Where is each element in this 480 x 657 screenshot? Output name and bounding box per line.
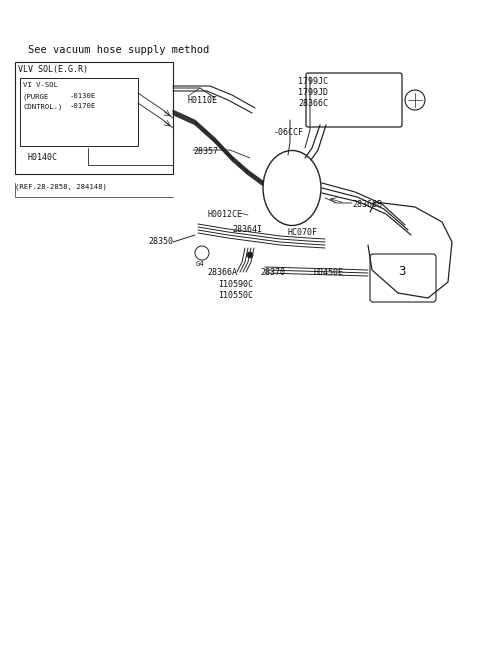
Text: 28366C: 28366C — [298, 99, 328, 108]
Bar — [20, 78, 138, 146]
Text: VI V-SOL: VI V-SOL — [23, 82, 58, 88]
Text: I10550C: I10550C — [218, 291, 253, 300]
Text: (PURGE: (PURGE — [23, 93, 49, 99]
Text: I10590C: I10590C — [218, 280, 253, 289]
Text: H0012CE: H0012CE — [208, 210, 243, 219]
Text: 3: 3 — [398, 265, 406, 278]
Text: HC070F: HC070F — [288, 228, 318, 237]
Text: H0110E: H0110E — [188, 96, 218, 105]
Text: H0450E: H0450E — [313, 268, 343, 277]
Text: -0170E: -0170E — [70, 103, 96, 109]
Circle shape — [247, 252, 253, 258]
Text: 28366A: 28366A — [207, 268, 237, 277]
Text: 1799JD: 1799JD — [298, 88, 328, 97]
Text: 1799JC: 1799JC — [298, 77, 328, 86]
Text: 28350: 28350 — [148, 237, 173, 246]
Text: H0140C: H0140C — [28, 153, 58, 162]
Text: 28370: 28370 — [260, 268, 285, 277]
Text: VLV SOL(E.G.R): VLV SOL(E.G.R) — [18, 65, 88, 74]
Text: -06CCF: -06CCF — [274, 128, 304, 137]
Text: CONTROL.): CONTROL.) — [23, 103, 62, 110]
Text: 28357: 28357 — [193, 147, 218, 156]
Text: -0130E: -0130E — [70, 93, 96, 99]
Bar — [15, 62, 173, 174]
Text: See vacuum hose supply method: See vacuum hose supply method — [28, 45, 209, 55]
Text: 28366B: 28366B — [352, 200, 382, 209]
Text: G4: G4 — [196, 261, 204, 267]
Text: 28364I: 28364I — [232, 225, 262, 234]
Text: (REF.28-2858, 284148): (REF.28-2858, 284148) — [15, 183, 107, 189]
